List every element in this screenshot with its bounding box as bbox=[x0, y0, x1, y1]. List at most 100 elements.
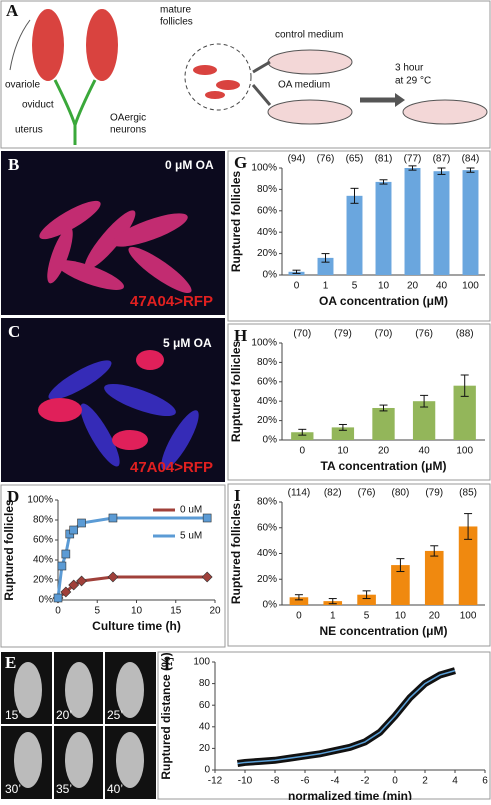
ovary-right bbox=[86, 9, 118, 81]
marker bbox=[53, 593, 63, 603]
x-tick-label: 10 bbox=[131, 606, 143, 617]
y-axis-label: Ruptured follicles bbox=[229, 171, 243, 273]
label: at 29 °C bbox=[395, 76, 431, 87]
count-label: (76) bbox=[358, 488, 376, 499]
y-tick-label: 20% bbox=[33, 575, 53, 586]
follicle bbox=[48, 360, 112, 400]
follicle bbox=[161, 410, 199, 470]
time: 15’ bbox=[5, 708, 21, 722]
panel-border bbox=[0, 0, 491, 149]
ovary-left bbox=[32, 9, 64, 81]
legend-label: 5 uM bbox=[180, 531, 202, 542]
genotype: 47A04>RFP bbox=[130, 293, 213, 310]
time: 35’ bbox=[56, 782, 72, 796]
marker bbox=[76, 575, 87, 587]
y-axis-label: Ruptured follicles bbox=[229, 341, 243, 443]
bar bbox=[375, 181, 392, 275]
arrow-head bbox=[395, 93, 405, 107]
condition: 5 μM OA bbox=[163, 336, 212, 350]
bar bbox=[346, 195, 363, 275]
follicle bbox=[116, 732, 144, 788]
count-label: (84) bbox=[462, 154, 480, 165]
x-tick-label: 0 bbox=[55, 606, 61, 617]
marker bbox=[108, 513, 118, 523]
y-tick-label: 60% bbox=[257, 205, 277, 216]
x-tick-label: 4 bbox=[452, 776, 458, 787]
divider bbox=[1, 652, 156, 799]
x-tick-label: 100 bbox=[462, 281, 479, 292]
x-axis-label: Culture time (h) bbox=[92, 619, 181, 633]
follicle bbox=[56, 260, 124, 290]
y-tick-label: 100% bbox=[251, 163, 277, 174]
follicle bbox=[128, 246, 192, 294]
y-tick-label: 40% bbox=[33, 555, 53, 566]
x-tick-label: 40 bbox=[436, 281, 448, 292]
dish-control bbox=[267, 49, 353, 75]
follicle bbox=[80, 403, 120, 467]
y-tick-label: 80 bbox=[199, 678, 211, 689]
x-tick-label: -4 bbox=[331, 776, 340, 787]
panel-letter: H bbox=[234, 326, 247, 345]
follicle-circle bbox=[184, 43, 252, 111]
panel-letter: B bbox=[8, 155, 19, 174]
panel-e: E 15’ 20’ 25’ 30’ 35’ 40’ bbox=[1, 652, 156, 799]
y-tick-label: 100% bbox=[27, 495, 53, 506]
count-label: (85) bbox=[459, 488, 477, 499]
follicle bbox=[216, 80, 240, 90]
y-tick-label: 60% bbox=[33, 535, 53, 546]
follicle bbox=[116, 662, 144, 718]
panel-letter: I bbox=[234, 486, 241, 505]
count-label: (76) bbox=[317, 154, 335, 165]
count-label: (76) bbox=[415, 329, 433, 340]
count-label: (70) bbox=[375, 329, 393, 340]
x-tick-label: -10 bbox=[238, 776, 253, 787]
follicle bbox=[14, 662, 42, 718]
bar bbox=[289, 597, 309, 605]
y-tick-label: 100% bbox=[251, 338, 277, 349]
follicle bbox=[65, 662, 93, 718]
follicle bbox=[112, 430, 148, 450]
bar bbox=[404, 168, 421, 275]
panel-letter: G bbox=[234, 153, 247, 172]
y-tick-label: 40% bbox=[257, 396, 277, 407]
y-tick-label: 0% bbox=[263, 435, 278, 446]
bar bbox=[424, 550, 444, 605]
x-tick-label: -12 bbox=[208, 776, 223, 787]
x-axis-label: normalized time (min) bbox=[288, 789, 412, 800]
y-tick-label: 0 bbox=[204, 765, 210, 776]
follicle bbox=[193, 65, 217, 75]
label: uterus bbox=[15, 125, 43, 136]
count-label: (80) bbox=[392, 488, 410, 499]
count-label: (70) bbox=[293, 329, 311, 340]
y-tick-label: 100 bbox=[193, 657, 210, 668]
legend-label: 0 uM bbox=[180, 505, 202, 516]
label: oviduct bbox=[22, 100, 54, 111]
x-tick-label: 100 bbox=[456, 446, 473, 457]
bar bbox=[291, 432, 314, 440]
bar bbox=[331, 427, 355, 440]
count-label: (82) bbox=[324, 488, 342, 499]
count-label: (77) bbox=[404, 154, 422, 165]
follicle bbox=[38, 398, 82, 422]
x-tick-label: 10 bbox=[395, 611, 407, 622]
condition: 0 μM OA bbox=[165, 158, 214, 172]
panel-b: B 0 μM OA 47A04>RFP bbox=[1, 151, 225, 315]
marker bbox=[69, 525, 78, 535]
time: 30’ bbox=[5, 782, 21, 796]
x-tick-label: 0 bbox=[296, 611, 302, 622]
x-tick-label: 20 bbox=[378, 446, 390, 457]
follicle bbox=[39, 200, 101, 240]
panel-a: A mature follicles ovariole oviduct uter… bbox=[0, 0, 491, 149]
bar bbox=[412, 401, 436, 440]
panel-letter: F bbox=[164, 654, 174, 673]
count-label: (87) bbox=[433, 154, 451, 165]
panel-letter: D bbox=[7, 487, 19, 506]
x-tick-label: 1 bbox=[323, 281, 329, 292]
count-label: (88) bbox=[456, 329, 474, 340]
y-tick-label: 20% bbox=[257, 248, 277, 259]
dish-oa bbox=[267, 99, 353, 125]
panel-border bbox=[227, 483, 491, 647]
follicle bbox=[112, 213, 188, 247]
y-axis-label: Ruptured follicles bbox=[2, 499, 16, 601]
